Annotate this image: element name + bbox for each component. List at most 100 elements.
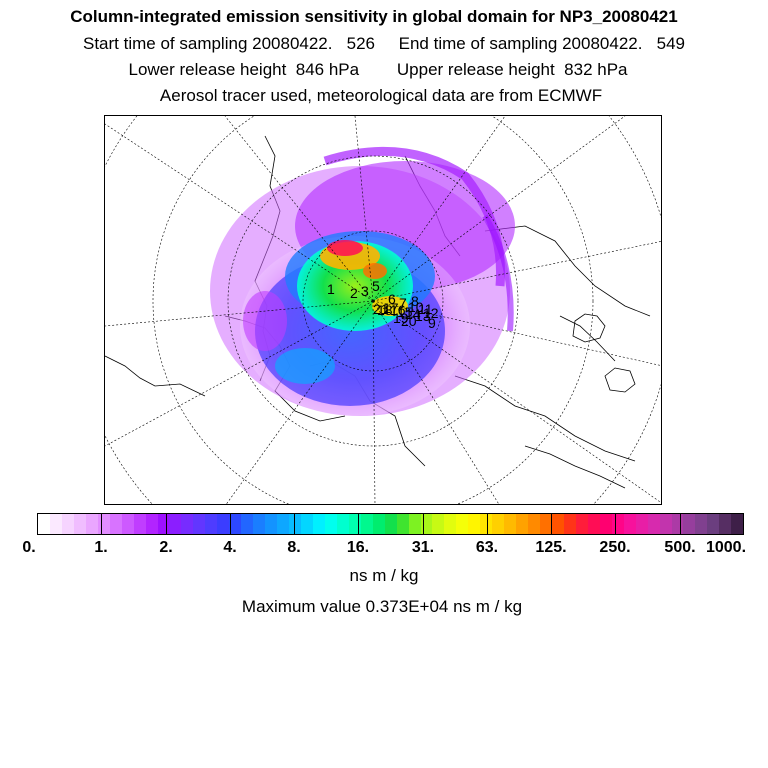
release-label: 11 [418, 301, 433, 317]
colorbar-units: ns m / kg [349, 566, 419, 585]
release-label: 15 [397, 304, 413, 320]
colorbar-cell [372, 514, 385, 534]
release-label: 13 [415, 308, 431, 324]
colorbar-cell [683, 514, 696, 534]
colorbar-cell [38, 514, 50, 534]
release-label: 10 [408, 299, 424, 315]
colorbar-tick-label: 63. [475, 539, 499, 556]
colorbar-cell [145, 514, 158, 534]
release-label: 16 [390, 302, 406, 318]
colorbar-cell [241, 514, 254, 534]
colorbar-cell [49, 514, 62, 534]
colorbar-cell [360, 514, 373, 534]
colorbar-tick-label: 1. [94, 539, 108, 556]
colorbar-cell [85, 514, 98, 534]
release-label: 5 [372, 278, 380, 294]
release-label: 7 [399, 295, 407, 311]
colorbar-cell [133, 514, 146, 534]
colorbar-cell [528, 514, 541, 534]
colorbar-cell [253, 514, 266, 534]
colorbar-cell [707, 514, 720, 534]
colorbar-cell [719, 514, 732, 534]
colorbar-tick-label: 125. [535, 539, 567, 556]
colorbar-cell [277, 514, 290, 534]
colorbar-cell [396, 514, 409, 534]
colorbar-cell [599, 514, 612, 534]
release-label: 21 [373, 301, 389, 317]
colorbar-cell [671, 514, 684, 534]
colorbar-cell [324, 514, 337, 534]
colorbar-cell [623, 514, 636, 534]
colorbar-cell [289, 514, 301, 534]
data-source-info: Aerosol tracer used, meteorological data… [159, 86, 603, 105]
colorbar-cell [516, 514, 529, 534]
colorbar-cell [229, 514, 242, 534]
colorbar-tick-label: 250. [599, 539, 631, 556]
graticule [105, 116, 661, 504]
colorbar-cell [181, 514, 194, 534]
colorbar-cell [169, 514, 182, 534]
release-label: 9 [428, 315, 436, 331]
colorbar-cell [659, 514, 672, 534]
colorbar [37, 513, 744, 535]
colorbar-cell [420, 514, 433, 534]
colorbar-tick-label: 1000. [705, 539, 747, 556]
colorbar-tick-label: 31. [411, 539, 435, 556]
colorbar-cell [563, 514, 576, 534]
colorbar-cell [157, 514, 170, 534]
colorbar-cell [300, 514, 313, 534]
release-label: 17 [383, 300, 399, 316]
colorbar-cell [384, 514, 397, 534]
colorbar-cell [205, 514, 218, 534]
release-label: 19 [393, 310, 409, 326]
colorbar-cell [504, 514, 517, 534]
colorbar-cell [109, 514, 122, 534]
release-label: 18 [377, 302, 393, 318]
colorbar-cell [444, 514, 457, 534]
colorbar-cell [456, 514, 469, 534]
colorbar-cell [217, 514, 230, 534]
colorbar-cell [540, 514, 552, 534]
release-label: 12 [423, 305, 439, 321]
release-label: 3 [361, 283, 369, 299]
release-label: 1 [327, 281, 335, 297]
colorbar-cell [348, 514, 361, 534]
colorbar-cell [408, 514, 421, 534]
colorbar-cell [492, 514, 505, 534]
sampling-times: Start time of sampling 20080422. 526 End… [83, 34, 685, 53]
release-label: 8 [411, 293, 419, 309]
maximum-value: Maximum value 0.373E+04 ns m / kg [241, 597, 523, 616]
colorbar-tick-label: 16. [346, 539, 370, 556]
colorbar-cell [551, 514, 564, 534]
colorbar-cell [265, 514, 278, 534]
colorbar-cell [312, 514, 325, 534]
colorbar-tick-label: 0. [22, 539, 36, 556]
colorbar-cell [468, 514, 481, 534]
colorbar-cell [336, 514, 349, 534]
colorbar-tick-label: 500. [664, 539, 696, 556]
release-heights: Lower release height 846 hPa Upper relea… [128, 60, 628, 79]
polar-map: 1 2 3 5 6 7 8 9 10 11 12 13 14 15 16 17 … [104, 115, 662, 505]
release-label: 14 [405, 306, 421, 322]
colorbar-cell [731, 514, 744, 534]
colorbar-cell [61, 514, 74, 534]
colorbar-cell [635, 514, 648, 534]
colorbar-cell [480, 514, 493, 534]
release-label: 6 [388, 291, 396, 307]
colorbar-cell [695, 514, 708, 534]
release-label: 20 [401, 313, 417, 329]
colorbar-tick-label: 8. [287, 539, 301, 556]
colorbar-cell [193, 514, 206, 534]
colorbar-cell [647, 514, 660, 534]
release-labels: 1 2 3 5 6 7 8 9 10 11 12 13 14 15 16 17 … [327, 278, 439, 331]
colorbar-cell [432, 514, 445, 534]
colorbar-cell [73, 514, 86, 534]
colorbar-cell [587, 514, 600, 534]
colorbar-cell [97, 514, 110, 534]
colorbar-cell [611, 514, 624, 534]
colorbar-tick-label: 2. [159, 539, 173, 556]
colorbar-cell [575, 514, 588, 534]
release-label: 2 [350, 285, 358, 301]
colorbar-cell [121, 514, 134, 534]
plot-title: Column-integrated emission sensitivity i… [70, 7, 678, 26]
